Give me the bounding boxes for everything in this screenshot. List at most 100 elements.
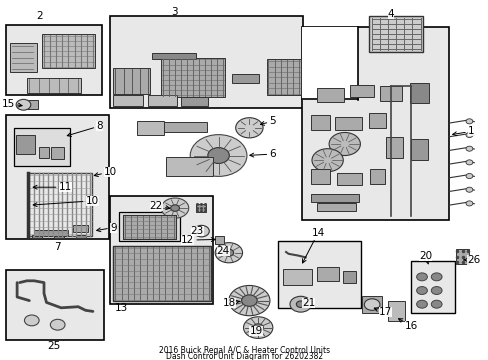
Bar (310, 194, 359, 202)
Circle shape (50, 319, 65, 330)
Text: 14: 14 (302, 228, 324, 263)
Text: 24: 24 (216, 246, 229, 256)
Bar (334, 117, 361, 130)
Bar (181, 97, 207, 106)
Text: 2016 Buick Regal A/C & Heater Control Units: 2016 Buick Regal A/C & Heater Control Un… (159, 346, 329, 355)
Bar (361, 296, 382, 313)
Bar (310, 115, 329, 130)
Circle shape (224, 249, 233, 256)
Bar (28, 173, 92, 236)
Bar (215, 236, 224, 244)
Text: 10: 10 (94, 167, 117, 177)
Text: 8: 8 (67, 121, 103, 136)
Bar (6, 115, 109, 239)
Circle shape (465, 132, 472, 138)
Text: Dash Control Unit Diagram for 26202382: Dash Control Unit Diagram for 26202382 (165, 352, 323, 360)
Circle shape (328, 132, 360, 156)
Bar (302, 27, 357, 100)
Bar (343, 271, 355, 283)
Circle shape (465, 119, 472, 124)
Bar (123, 215, 176, 239)
Circle shape (253, 324, 263, 331)
Bar (266, 59, 300, 95)
Circle shape (465, 201, 472, 206)
Text: 19: 19 (249, 326, 262, 336)
Circle shape (289, 296, 311, 312)
Text: 7: 7 (54, 242, 61, 252)
Circle shape (430, 273, 441, 281)
Bar (282, 269, 311, 285)
Bar (73, 225, 88, 232)
Bar (113, 68, 150, 94)
Circle shape (243, 317, 272, 338)
Bar (10, 43, 37, 72)
Bar (147, 95, 177, 106)
Text: 20: 20 (418, 251, 431, 264)
Bar (14, 128, 70, 166)
Circle shape (416, 300, 427, 308)
Text: 4: 4 (387, 9, 394, 19)
Bar (110, 16, 303, 108)
Circle shape (465, 160, 472, 165)
Bar (110, 196, 212, 304)
Circle shape (207, 148, 229, 163)
Text: 21: 21 (302, 298, 315, 309)
Bar (113, 246, 211, 301)
Bar (195, 204, 206, 212)
Bar (166, 157, 212, 176)
Bar (310, 169, 329, 184)
Text: 5: 5 (260, 116, 276, 126)
Circle shape (24, 315, 39, 326)
Text: 6: 6 (249, 149, 276, 159)
Bar (163, 122, 206, 132)
Text: 17: 17 (373, 307, 391, 318)
Bar (302, 27, 448, 220)
Bar (410, 139, 427, 160)
Text: 18: 18 (223, 298, 239, 308)
Text: 23: 23 (190, 226, 203, 236)
Text: 16: 16 (398, 319, 417, 331)
Bar (137, 121, 163, 135)
Text: 15: 15 (1, 99, 22, 109)
Circle shape (465, 187, 472, 192)
Text: 3: 3 (171, 7, 178, 17)
Bar (368, 113, 386, 128)
Bar (161, 58, 224, 97)
Circle shape (215, 243, 242, 263)
Circle shape (241, 295, 257, 306)
Bar (54, 235, 63, 238)
Text: 11: 11 (33, 182, 72, 192)
Circle shape (465, 174, 472, 179)
Circle shape (465, 146, 472, 151)
Text: 2: 2 (36, 11, 42, 21)
Bar (51, 147, 63, 159)
Bar (16, 135, 35, 154)
Bar (21, 100, 38, 109)
Circle shape (190, 135, 246, 176)
Bar (76, 235, 85, 238)
Circle shape (416, 273, 427, 281)
Bar (39, 147, 49, 158)
Circle shape (430, 300, 441, 308)
Text: 1: 1 (452, 126, 474, 136)
Text: 12: 12 (181, 235, 215, 245)
Bar (113, 95, 142, 106)
Circle shape (170, 205, 179, 211)
Bar (34, 230, 68, 236)
Bar (277, 241, 360, 308)
Bar (316, 203, 355, 211)
Bar (316, 88, 343, 102)
Circle shape (16, 99, 31, 110)
Circle shape (228, 285, 269, 316)
Bar (32, 235, 41, 238)
Bar (380, 86, 402, 101)
Bar (349, 85, 373, 97)
Bar (232, 74, 259, 83)
Circle shape (364, 299, 379, 310)
Bar (410, 261, 454, 313)
Bar (455, 249, 468, 264)
Bar (337, 173, 361, 185)
Text: 26: 26 (463, 255, 479, 265)
Bar (6, 270, 104, 340)
Bar (6, 25, 102, 95)
